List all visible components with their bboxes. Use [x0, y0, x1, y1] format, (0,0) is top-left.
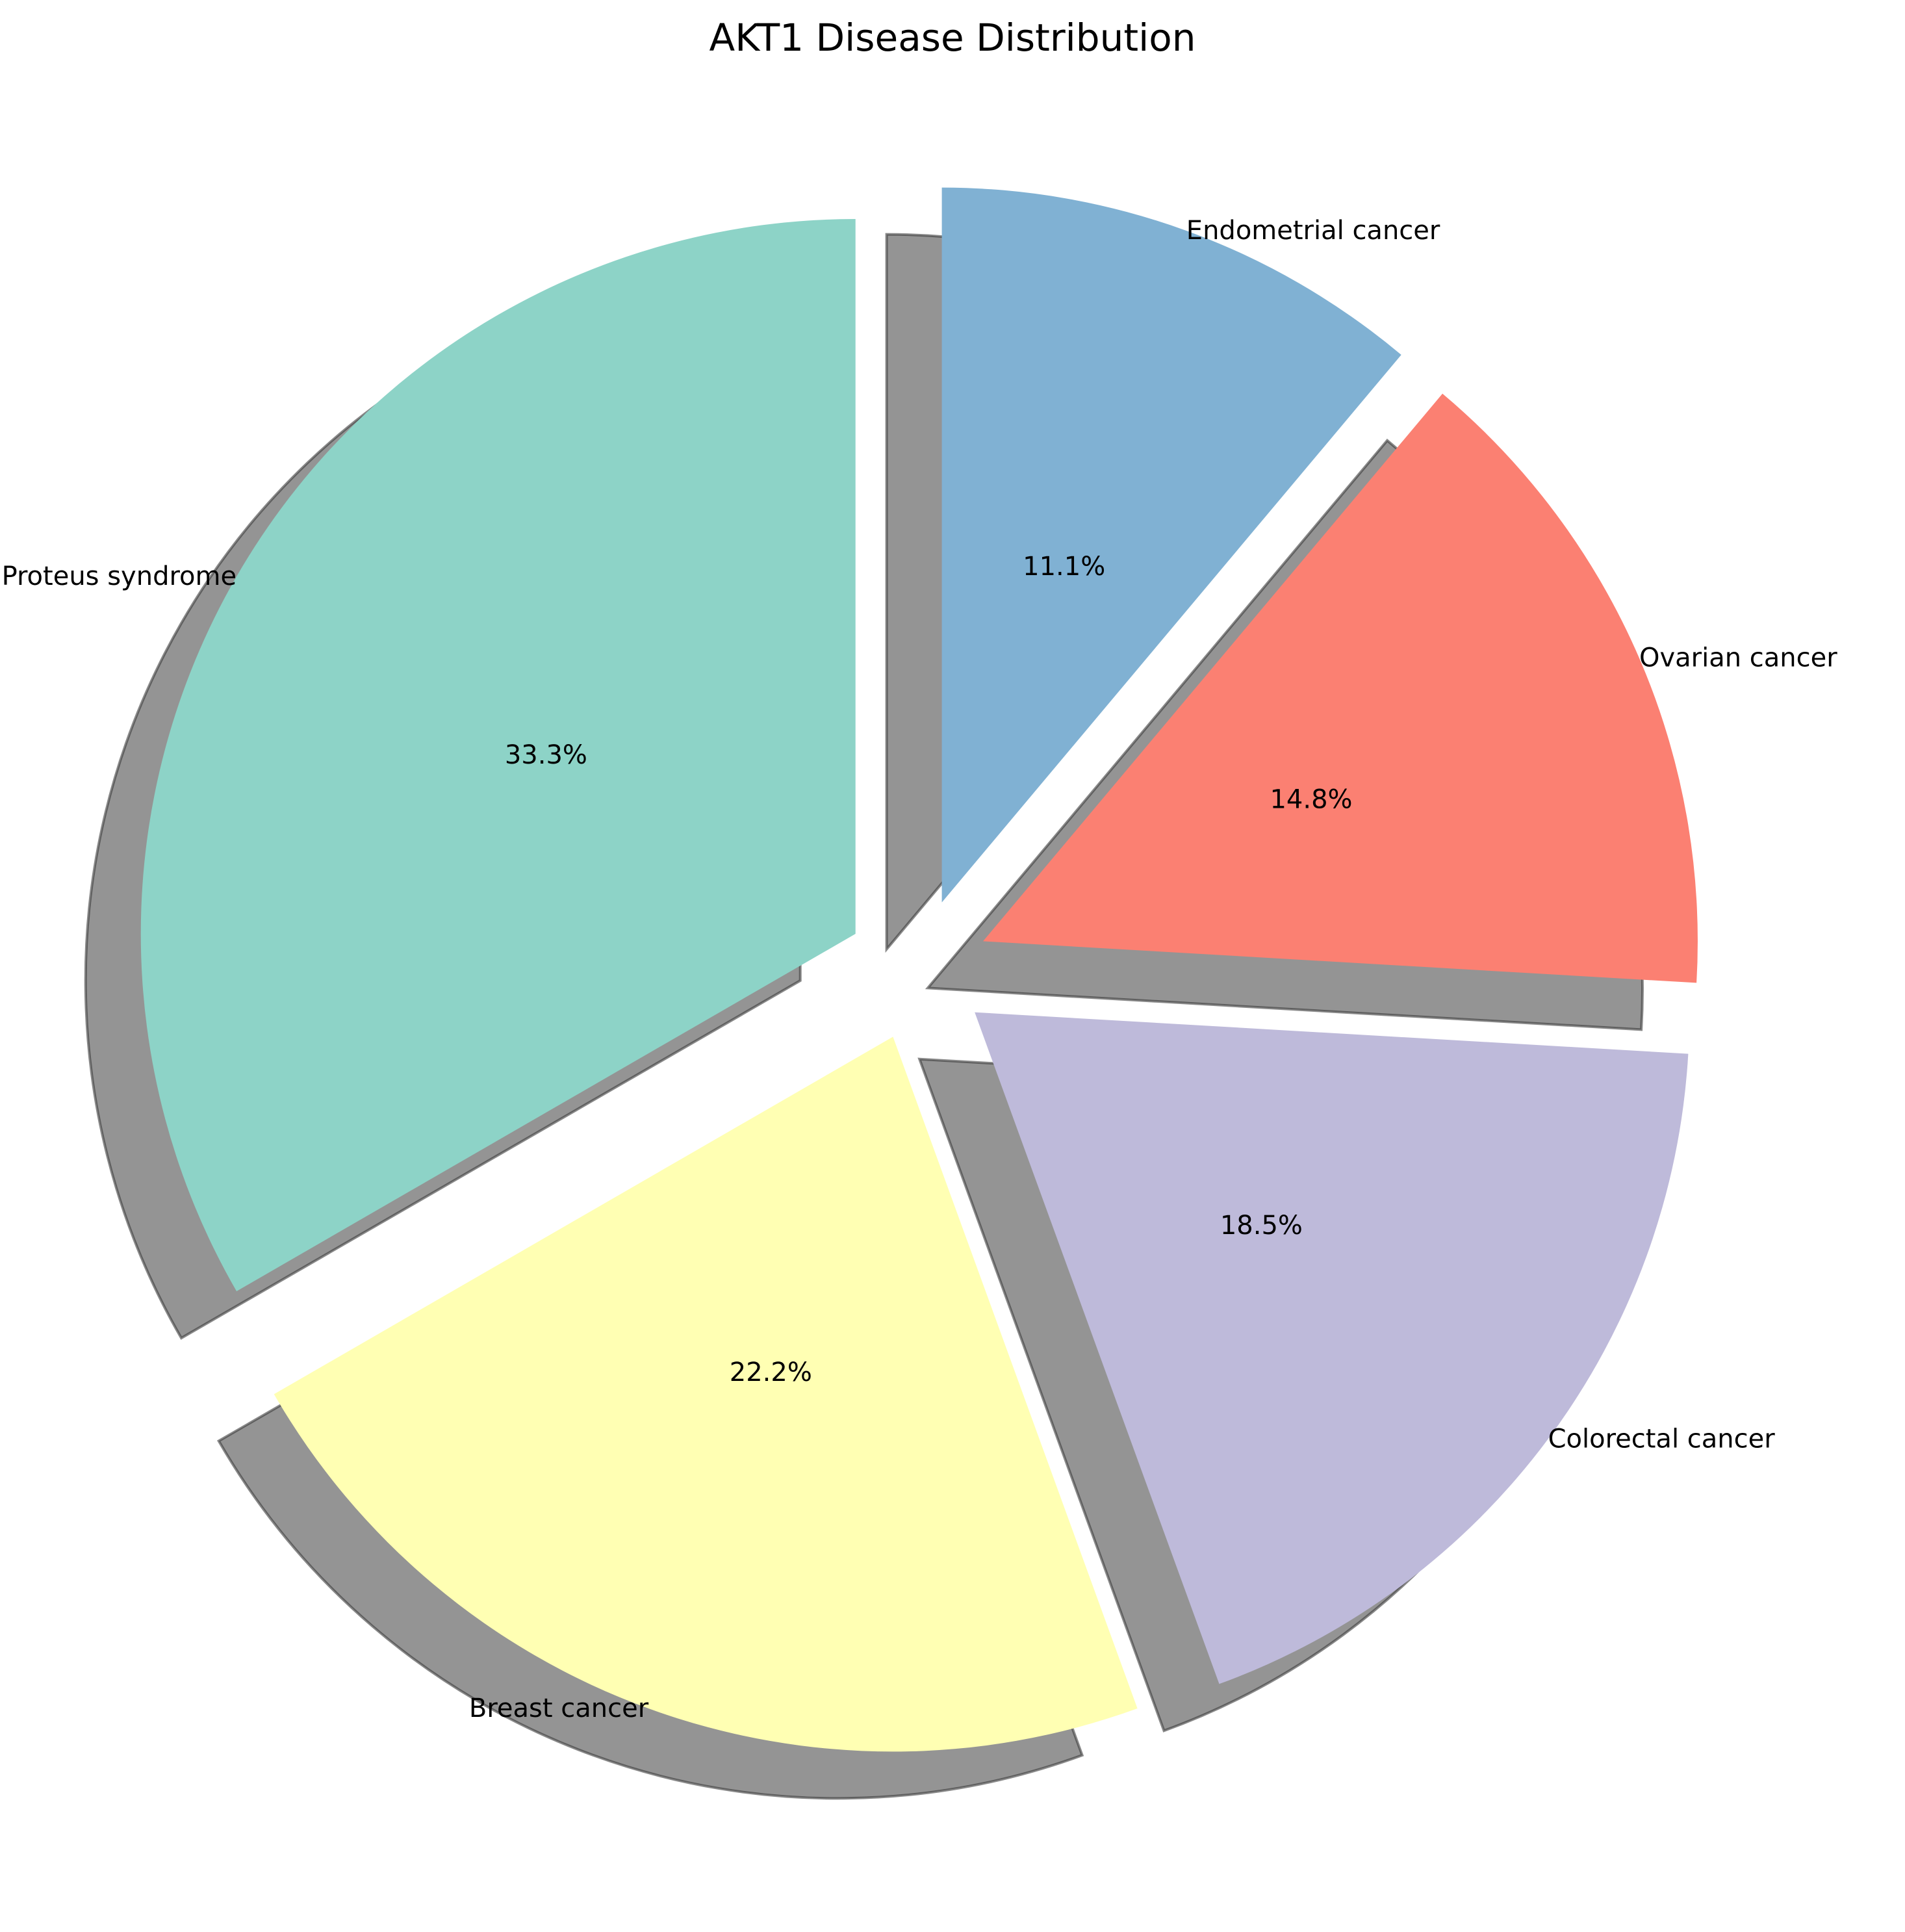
slice-proteus-syndrome — [140, 219, 856, 1291]
slice-label-ovarian-cancer: Ovarian cancer — [1639, 643, 1837, 673]
slice-ovarian-cancer — [983, 393, 1698, 983]
chart-title: AKT1 Disease Distribution — [710, 16, 1196, 60]
slice-breast-cancer — [274, 1037, 1138, 1752]
pct-label-endometrial-cancer: 11.1% — [1023, 552, 1105, 582]
pct-label-breast-cancer: 22.2% — [730, 1358, 812, 1387]
slice-label-colorectal-cancer: Colorectal cancer — [1548, 1424, 1776, 1454]
slice-layer — [140, 187, 1698, 1752]
slice-endometrial-cancer — [941, 187, 1401, 903]
slice-label-breast-cancer: Breast cancer — [469, 1694, 649, 1723]
pct-label-proteus-syndrome: 33.3% — [505, 740, 587, 770]
slice-colorectal-cancer — [975, 1012, 1689, 1684]
label-layer: Endometrial cancer 11.1% Ovarian cancer 14.… — [2, 216, 1838, 1723]
pct-label-ovarian-cancer: 14.8% — [1270, 785, 1352, 815]
pct-label-colorectal-cancer: 18.5% — [1220, 1211, 1303, 1241]
slice-label-proteus-syndrome: Proteus syndrome — [2, 561, 237, 591]
slice-label-endometrial-cancer: Endometrial cancer — [1186, 216, 1440, 246]
